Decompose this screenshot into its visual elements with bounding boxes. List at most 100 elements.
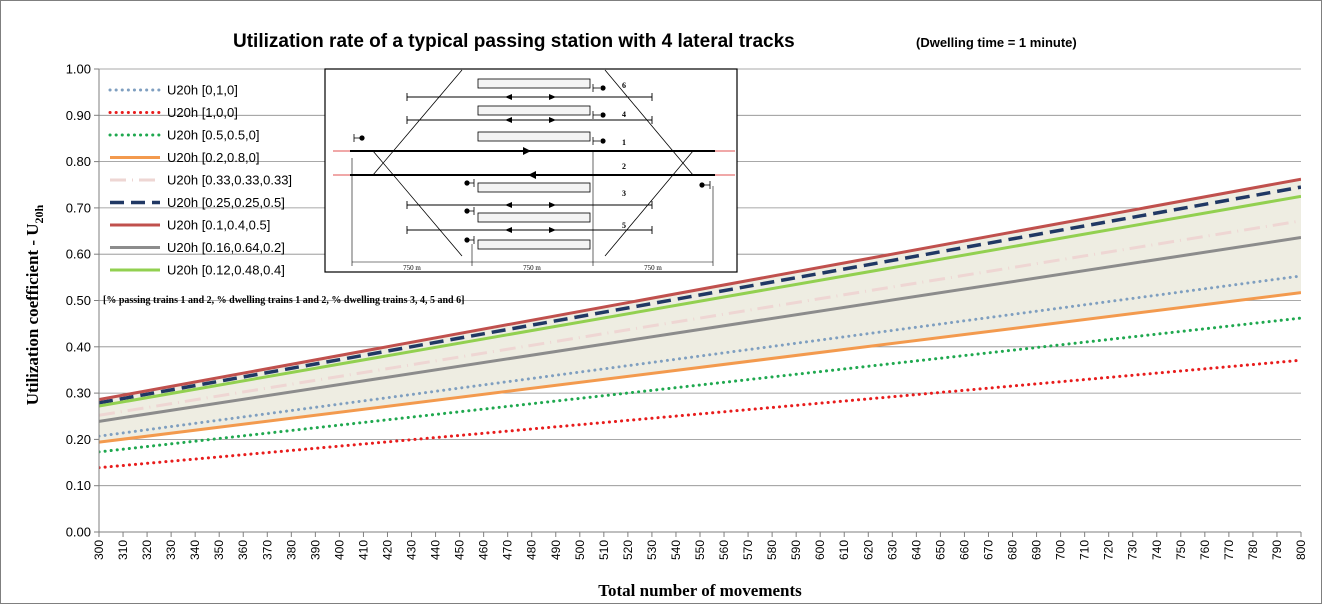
series-line-6 (99, 177, 1301, 402)
y-axis-title: Utilization coefficient - U20h (23, 204, 46, 405)
x-tick-label: 490 (549, 540, 563, 560)
x-tick-label: 690 (1030, 540, 1044, 560)
series-line-7 (99, 236, 1301, 423)
x-tick-label: 670 (981, 540, 995, 560)
x-tick-label: 390 (308, 540, 322, 560)
x-tick-label: 740 (1150, 540, 1164, 560)
x-tick-label: 530 (645, 540, 659, 560)
series-line-3 (99, 291, 1301, 444)
x-tick-label: 310 (116, 540, 130, 560)
x-tick-label: 710 (1078, 540, 1092, 560)
x-tick-label: 660 (957, 540, 971, 560)
legend-label-8: U20h [0.12,0.48,0.4] (167, 263, 285, 278)
y-tick-label: 0.80 (66, 154, 91, 169)
x-tick-label: 800 (1294, 540, 1308, 560)
track-label-4: 4 (622, 110, 626, 119)
diagram-frame (324, 68, 738, 273)
x-tick-label: 640 (909, 540, 923, 560)
platform-6 (477, 78, 591, 89)
arrow-track-4-right (549, 117, 556, 123)
x-tick-label: 790 (1270, 540, 1284, 560)
platform-1 (477, 131, 591, 142)
distance-label-2: 750 m (523, 264, 541, 272)
legend-note: [% passing trains 1 and 2, % dwelling tr… (103, 295, 464, 306)
x-tick-label: 500 (573, 540, 587, 560)
diagonal-left-down (372, 150, 463, 257)
legend-label-7: U20h [0.16,0.64,0.2] (167, 240, 285, 255)
arrow-track-6-left (505, 94, 512, 100)
track-label-3: 3 (622, 189, 626, 198)
arrow-track-1-right (523, 147, 531, 155)
x-tick-label: 650 (933, 540, 947, 560)
legend-label-1: U20h [1,0,0] (167, 105, 238, 120)
x-tick-label: 780 (1246, 540, 1260, 560)
y-tick-label: 0.00 (66, 525, 91, 540)
x-tick-label: 320 (140, 540, 154, 560)
x-tick-label: 620 (861, 540, 875, 560)
y-tick-label: 0.10 (66, 478, 91, 493)
distance-label-3: 750 m (644, 264, 662, 272)
y-axis-title-main: Utilization coefficient - U (23, 223, 42, 405)
x-tick-label: 630 (885, 540, 899, 560)
x-tick-label: 520 (621, 540, 635, 560)
y-tick-label: 0.50 (66, 293, 91, 308)
x-tick-label: 330 (164, 540, 178, 560)
x-tick-label: 470 (501, 540, 515, 560)
arrow-track-6-right (549, 94, 556, 100)
legend: U20h [0,1,0] U20h [1,0,0] U20h [0.5,0.5,0]… (108, 83, 292, 278)
x-tick-label: 340 (188, 540, 202, 560)
series-lines (99, 177, 1301, 470)
station-diagram: 6 4 1 2 3 5 750 m 750 m 750 m (324, 68, 738, 273)
x-tick-label: 750 (1174, 540, 1188, 560)
x-tick-label: 590 (789, 540, 803, 560)
x-tick-label: 580 (765, 540, 779, 560)
signals (353, 84, 711, 244)
x-tick-labels: 300 310 320 330 340 350 360 370 380 390 400 410 420 4… (92, 540, 1308, 560)
chart-title: Utilization rate of a typical passing st… (233, 31, 795, 52)
x-tick-label: 760 (1198, 540, 1212, 560)
platform-4 (477, 105, 591, 116)
arrow-track-2-left (528, 171, 536, 179)
y-tick-label: 0.20 (66, 432, 91, 447)
x-tick-label: 680 (1006, 540, 1020, 560)
arrow-track-3-right (549, 202, 556, 208)
x-tick-label: 420 (380, 540, 394, 560)
y-tick-label: 0.70 (66, 200, 91, 215)
y-axis-title-subscript: 20h (32, 204, 46, 223)
x-tick-label: 730 (1126, 540, 1140, 560)
y-tick-label: 0.30 (66, 386, 91, 401)
x-tick-label: 570 (741, 540, 755, 560)
legend-label-0: U20h [0,1,0] (167, 83, 238, 98)
x-tick-label: 430 (405, 540, 419, 560)
x-tick-label: 550 (693, 540, 707, 560)
series-line-2 (99, 316, 1301, 454)
y-tick-label: 0.40 (66, 339, 91, 354)
platform-3b (477, 212, 591, 223)
y-tick-label: 0.90 (66, 108, 91, 123)
series-line-0 (99, 274, 1301, 438)
diagonal-left-up (372, 69, 463, 176)
x-tick-label: 300 (92, 540, 106, 560)
x-tick-label: 350 (212, 540, 226, 560)
x-tick-label: 450 (453, 540, 467, 560)
track-label-6: 6 (622, 81, 626, 90)
x-tick-label: 720 (1102, 540, 1116, 560)
arrow-track-5-right (549, 227, 556, 233)
x-tick-label: 460 (477, 540, 491, 560)
x-tick-label: 400 (332, 540, 346, 560)
x-tick-label: 560 (717, 540, 731, 560)
track-label-1: 1 (622, 138, 626, 147)
x-tick-label: 360 (236, 540, 250, 560)
x-tick-label: 480 (525, 540, 539, 560)
arrow-track-3-left (505, 202, 512, 208)
platform-3 (477, 182, 591, 193)
distance-label-1: 750 m (403, 264, 421, 272)
legend-label-6: U20h [0.1,0.4,0.5] (167, 218, 270, 233)
x-tick-label: 770 (1222, 540, 1236, 560)
diagonal-right-down (604, 150, 694, 257)
y-tick-labels: 0.00 0.10 0.20 0.30 0.40 0.50 0.60 0.70 0.80 0.90… (66, 62, 91, 540)
x-tick-label: 540 (669, 540, 683, 560)
x-tick-label: 440 (429, 540, 443, 560)
track-label-2: 2 (622, 162, 626, 171)
